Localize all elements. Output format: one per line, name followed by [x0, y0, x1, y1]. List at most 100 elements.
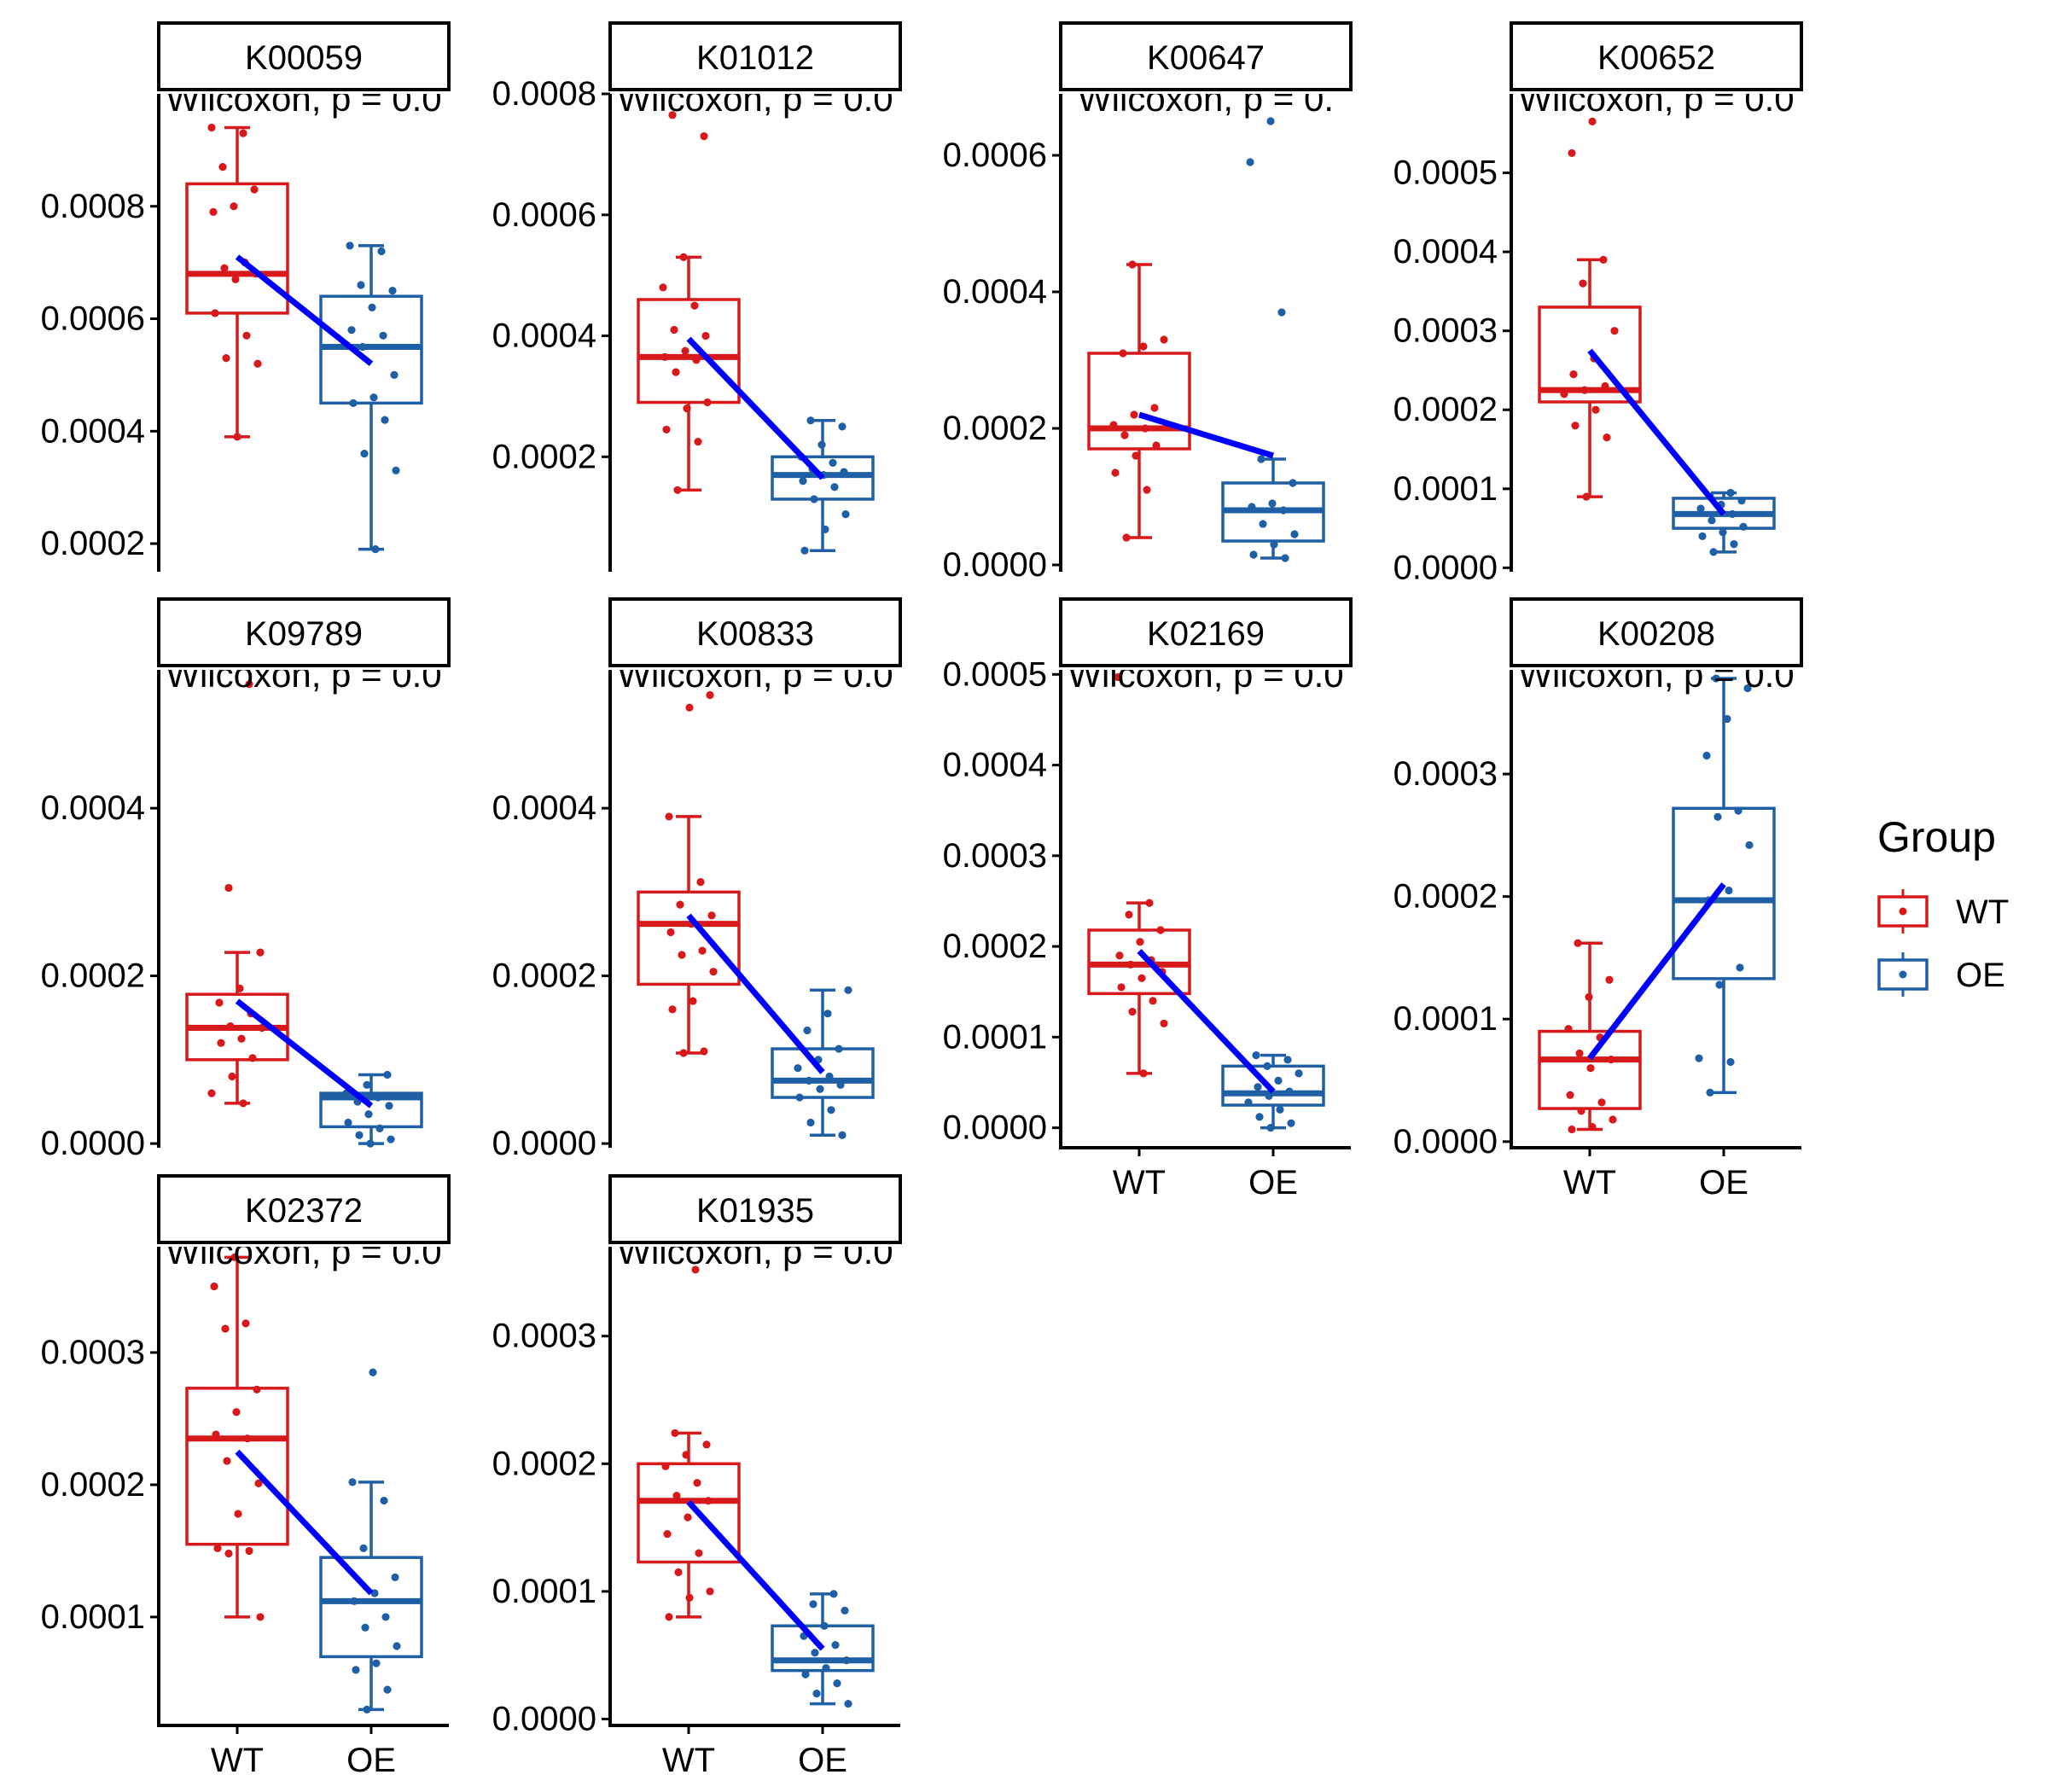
- data-point: [682, 1451, 690, 1459]
- data-point: [1130, 410, 1138, 419]
- data-point: [1143, 486, 1151, 494]
- data-point: [676, 900, 684, 909]
- data-point: [1723, 714, 1731, 724]
- y-tick-label: 0.0002: [943, 410, 1047, 447]
- data-point: [1141, 424, 1149, 433]
- data-point: [1139, 342, 1148, 351]
- data-point: [1254, 1083, 1262, 1091]
- data-point: [838, 422, 847, 431]
- facet-panel-K00208: K00208 0.0000 0.0001 0.0002 0.0003 WT OE Wilcox…: [1393, 597, 1803, 1201]
- data-point: [806, 1118, 815, 1127]
- data-point: [700, 1047, 708, 1056]
- data-point: [387, 1135, 395, 1143]
- data-point: [241, 1319, 250, 1328]
- plot-area: [637, 111, 875, 555]
- data-point: [1281, 554, 1289, 562]
- data-point: [232, 1408, 241, 1417]
- data-point: [1268, 499, 1277, 508]
- data-point: [1730, 540, 1738, 549]
- data-point: [1564, 1025, 1573, 1033]
- x-tick-label: OE: [1248, 1164, 1298, 1201]
- data-point: [363, 1705, 371, 1714]
- data-point: [231, 275, 240, 284]
- y-tick-label: 0.0002: [41, 957, 145, 995]
- data-point: [1712, 674, 1720, 683]
- y-tick-label: 0.0003: [492, 1318, 596, 1355]
- data-point: [256, 1613, 265, 1621]
- legend-title: Group: [1877, 813, 1996, 861]
- points-wt: [207, 680, 266, 1108]
- data-point: [1715, 980, 1724, 989]
- data-point: [233, 433, 241, 441]
- y-tick-label: 0.0001: [492, 1573, 596, 1610]
- data-point: [803, 1026, 812, 1035]
- data-point: [801, 1670, 810, 1679]
- legend: Group WT OE: [1877, 813, 2009, 997]
- data-point: [366, 1139, 375, 1148]
- data-point: [375, 1124, 384, 1133]
- strip-header-box: [157, 1174, 451, 1244]
- strip-header-box: [1059, 21, 1353, 91]
- y-tick-label: 0.0000: [943, 546, 1047, 584]
- y-tick-label: 0.0002: [1393, 878, 1498, 916]
- data-point: [1290, 530, 1299, 538]
- mean-trend-line: [235, 1449, 374, 1596]
- data-point: [221, 1324, 230, 1333]
- data-point: [701, 331, 710, 340]
- wilcoxon-annotation: Wilcoxon, p = 0.0: [166, 655, 441, 695]
- strip-header-box: [157, 597, 451, 667]
- x-tick-label: WT: [1113, 1164, 1166, 1201]
- data-point: [207, 1089, 216, 1097]
- data-point: [825, 1072, 834, 1081]
- box-wt: [1538, 258, 1642, 498]
- data-point: [691, 1265, 700, 1274]
- data-point: [1582, 492, 1591, 501]
- facet-panel-K00833: K00833 0.0000 0.0002 0.0004 Wilcoxon, p = 0.…: [492, 597, 902, 1162]
- strip-header-box: [608, 21, 902, 91]
- data-point: [350, 1597, 358, 1605]
- data-point: [672, 1492, 681, 1500]
- data-point: [1575, 1049, 1584, 1058]
- data-point: [245, 680, 253, 689]
- data-point: [230, 1253, 239, 1261]
- y-tick-label: 0.0008: [492, 75, 596, 113]
- y-tick-label: 0.0000: [41, 1125, 145, 1162]
- points-wt: [661, 1265, 714, 1621]
- data-point: [363, 1080, 371, 1089]
- data-point: [668, 111, 677, 119]
- data-point: [1150, 404, 1159, 412]
- data-point: [1257, 455, 1265, 463]
- data-point: [817, 440, 826, 449]
- data-point: [1160, 335, 1168, 344]
- data-point: [702, 1440, 711, 1449]
- data-point: [684, 1513, 692, 1521]
- strip-header-label: K01935: [696, 1192, 814, 1230]
- wilcoxon-annotation: Wilcoxon, p = 0.0: [166, 79, 441, 119]
- data-point: [690, 301, 699, 310]
- data-point: [1610, 327, 1619, 335]
- data-point: [1708, 516, 1716, 525]
- y-tick-label: 0.0004: [41, 412, 145, 450]
- mean-trend-line: [1587, 882, 1726, 1061]
- y-tick-label: 0.0006: [943, 137, 1047, 174]
- data-point: [1265, 1091, 1273, 1101]
- data-point: [1266, 117, 1275, 125]
- data-point: [1249, 550, 1258, 559]
- points-wt: [1109, 260, 1168, 542]
- data-point: [380, 1496, 388, 1505]
- wilcoxon-annotation: Wilcoxon, p = 0.0: [1518, 655, 1794, 695]
- data-point: [842, 1656, 851, 1665]
- data-point: [805, 1076, 813, 1085]
- data-point: [1698, 532, 1707, 540]
- data-point: [844, 986, 852, 994]
- data-point: [1126, 960, 1135, 969]
- data-point: [811, 1649, 819, 1657]
- data-point: [829, 1590, 838, 1598]
- data-point: [1277, 308, 1286, 317]
- data-point: [347, 326, 356, 335]
- plot-area: [1087, 672, 1325, 1132]
- data-point: [364, 1110, 373, 1119]
- data-point: [1591, 405, 1600, 414]
- box-oe: [1672, 677, 1776, 1095]
- data-point: [692, 356, 701, 364]
